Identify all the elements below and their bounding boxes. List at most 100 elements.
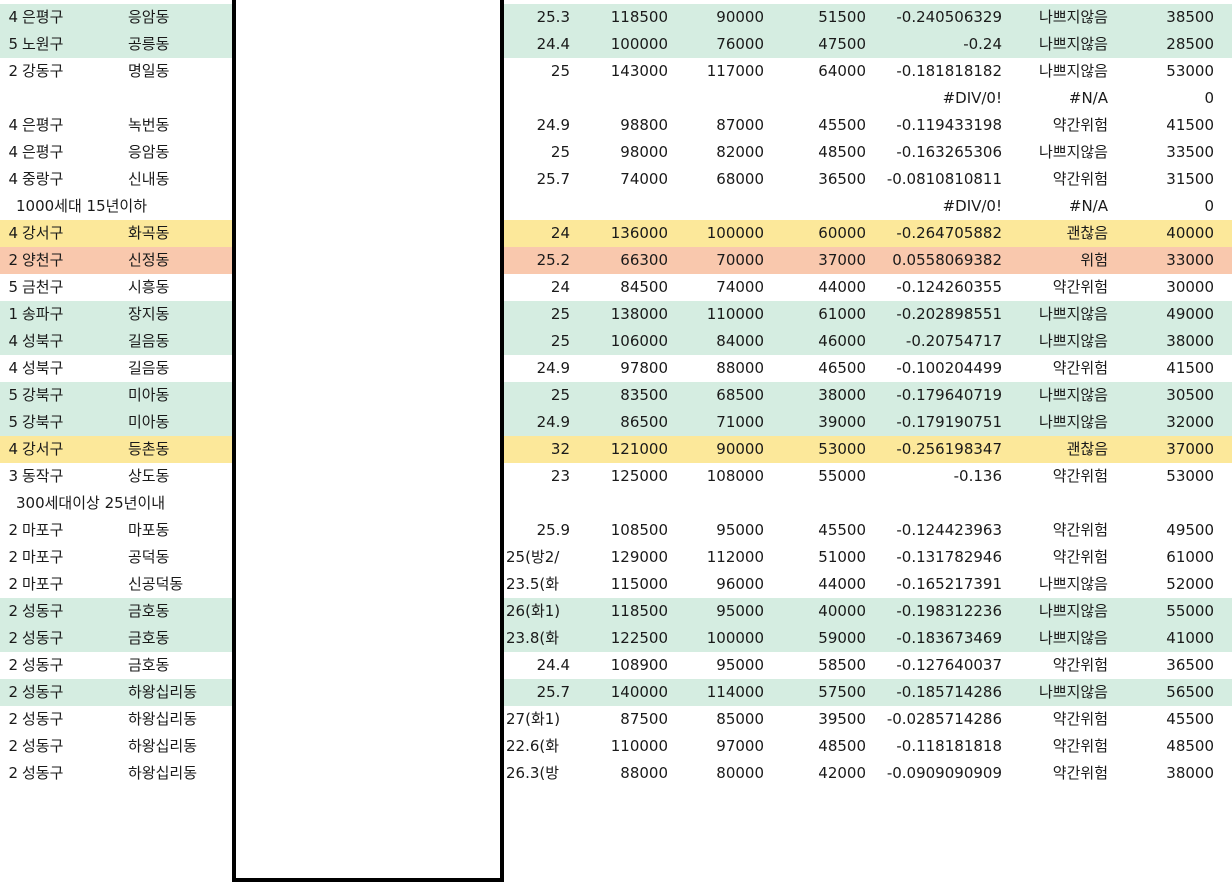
status-cell[interactable]: #N/A [1068,197,1108,215]
price-cell[interactable]: 85000 [716,710,764,728]
status-cell[interactable]: 약간위험 [1052,548,1108,566]
value-cell[interactable]: 33500 [1166,143,1214,161]
size-cell[interactable]: 25(방2/ [506,548,560,566]
zone-number-cell[interactable]: 2 [8,683,18,701]
zone-number-cell[interactable]: 5 [8,413,18,431]
value-cell[interactable]: 41500 [1166,116,1214,134]
neighborhood-cell[interactable]: 미아동 [128,413,170,431]
neighborhood-cell[interactable]: 신내동 [128,170,170,188]
status-cell[interactable]: 나쁘지않음 [1038,386,1108,404]
zone-number-cell[interactable]: 5 [8,35,18,53]
zone-number-cell[interactable]: 5 [8,386,18,404]
value-cell[interactable]: 41500 [1166,359,1214,377]
district-cell[interactable]: 성동구 [22,764,64,782]
district-cell[interactable]: 마포구 [22,521,64,539]
value-cell[interactable]: 38500 [1166,8,1214,26]
price-cell[interactable]: 53000 [818,440,866,458]
size-cell[interactable]: 25 [550,332,570,350]
price-cell[interactable]: 108900 [610,656,668,674]
neighborhood-cell[interactable]: 금호동 [128,602,170,620]
price-cell[interactable]: 117000 [706,62,764,80]
value-cell[interactable]: 40000 [1166,224,1214,242]
status-cell[interactable]: 나쁘지않음 [1038,332,1108,350]
price-cell[interactable]: 115000 [610,575,668,593]
value-cell[interactable]: 53000 [1166,467,1214,485]
size-cell[interactable]: 26.3(방 [506,764,560,782]
zone-number-cell[interactable]: 4 [8,170,18,188]
price-cell[interactable] [672,85,764,112]
district-cell[interactable]: 성북구 [22,332,64,350]
status-cell[interactable]: 약간위험 [1052,656,1108,674]
district-cell[interactable]: 양천구 [22,251,64,269]
zone-number-cell[interactable]: 4 [8,143,18,161]
price-cell[interactable]: 66300 [620,251,668,269]
value-cell[interactable]: 38000 [1166,332,1214,350]
price-cell[interactable]: 61000 [818,305,866,323]
neighborhood-cell[interactable]: 공릉동 [128,35,170,53]
section-label-cell[interactable]: 300세대이상 25년이내 [16,494,166,512]
price-cell[interactable]: 108500 [610,521,668,539]
ratio-cell[interactable]: -0.165217391 [896,575,1002,593]
ratio-cell[interactable]: -0.124423963 [896,521,1002,539]
zone-number-cell[interactable]: 4 [8,332,18,350]
price-cell[interactable]: 106000 [610,332,668,350]
price-cell[interactable]: 80000 [716,764,764,782]
price-cell[interactable]: 83500 [620,386,668,404]
ratio-cell[interactable]: -0.0810810811 [886,170,1002,188]
status-cell[interactable]: 나쁘지않음 [1038,62,1108,80]
ratio-cell[interactable]: -0.0285714286 [886,710,1002,728]
zone-number-cell[interactable]: 2 [8,575,18,593]
district-cell[interactable]: 성북구 [22,359,64,377]
district-cell[interactable]: 마포구 [22,575,64,593]
ratio-cell[interactable]: -0.118181818 [896,737,1002,755]
value-cell[interactable]: 0 [1204,197,1214,215]
neighborhood-cell[interactable]: 응암동 [128,143,170,161]
neighborhood-cell[interactable]: 명일동 [128,62,170,80]
price-cell[interactable]: 88000 [716,359,764,377]
price-cell[interactable]: 112000 [706,548,764,566]
price-cell[interactable]: 36500 [818,170,866,188]
status-cell[interactable]: #N/A [1068,89,1108,107]
neighborhood-cell[interactable] [128,85,230,112]
price-cell[interactable]: 70000 [716,251,764,269]
price-cell[interactable]: 138000 [610,305,668,323]
value-cell[interactable]: 37000 [1166,440,1214,458]
size-cell[interactable]: 25.3 [536,8,570,26]
price-cell[interactable]: 58500 [818,656,866,674]
zone-number-cell[interactable]: 1 [8,305,18,323]
price-cell[interactable]: 86500 [620,413,668,431]
price-cell[interactable]: 118500 [610,8,668,26]
price-cell[interactable]: 42000 [818,764,866,782]
zone-number-cell[interactable]: 4 [8,116,18,134]
status-cell[interactable]: 위험 [1080,251,1108,269]
ratio-cell[interactable]: -0.179190751 [896,413,1002,431]
price-cell[interactable] [770,85,866,112]
price-cell[interactable]: 44000 [818,278,866,296]
ratio-cell[interactable]: -0.183673469 [896,629,1002,647]
size-cell[interactable]: 27(화1) [506,710,561,728]
value-cell[interactable]: 30500 [1166,386,1214,404]
ratio-cell[interactable]: -0.163265306 [896,143,1002,161]
price-cell[interactable]: 87500 [620,710,668,728]
status-cell[interactable]: 약간위험 [1052,116,1108,134]
price-cell[interactable] [572,85,668,112]
neighborhood-cell[interactable]: 등촌동 [128,440,170,458]
ratio-cell[interactable]: -0.185714286 [896,683,1002,701]
zone-number-cell[interactable]: 4 [8,8,18,26]
price-cell[interactable]: 97800 [620,359,668,377]
status-cell[interactable]: 나쁘지않음 [1038,35,1108,53]
neighborhood-cell[interactable]: 하왕십리동 [128,764,198,782]
district-cell[interactable] [22,85,102,112]
price-cell[interactable]: 90000 [716,440,764,458]
district-cell[interactable]: 성동구 [22,656,64,674]
price-cell[interactable]: 122500 [610,629,668,647]
value-cell[interactable]: 30000 [1166,278,1214,296]
size-cell[interactable]: 24.9 [536,359,570,377]
price-cell[interactable]: 96000 [716,575,764,593]
district-cell[interactable]: 강서구 [22,440,64,458]
section-label-cell[interactable]: 1000세대 15년이하 [16,197,148,215]
status-cell[interactable]: 약간위험 [1052,521,1108,539]
price-cell[interactable]: 48500 [818,143,866,161]
price-cell[interactable]: 39500 [818,710,866,728]
price-cell[interactable]: 129000 [610,548,668,566]
